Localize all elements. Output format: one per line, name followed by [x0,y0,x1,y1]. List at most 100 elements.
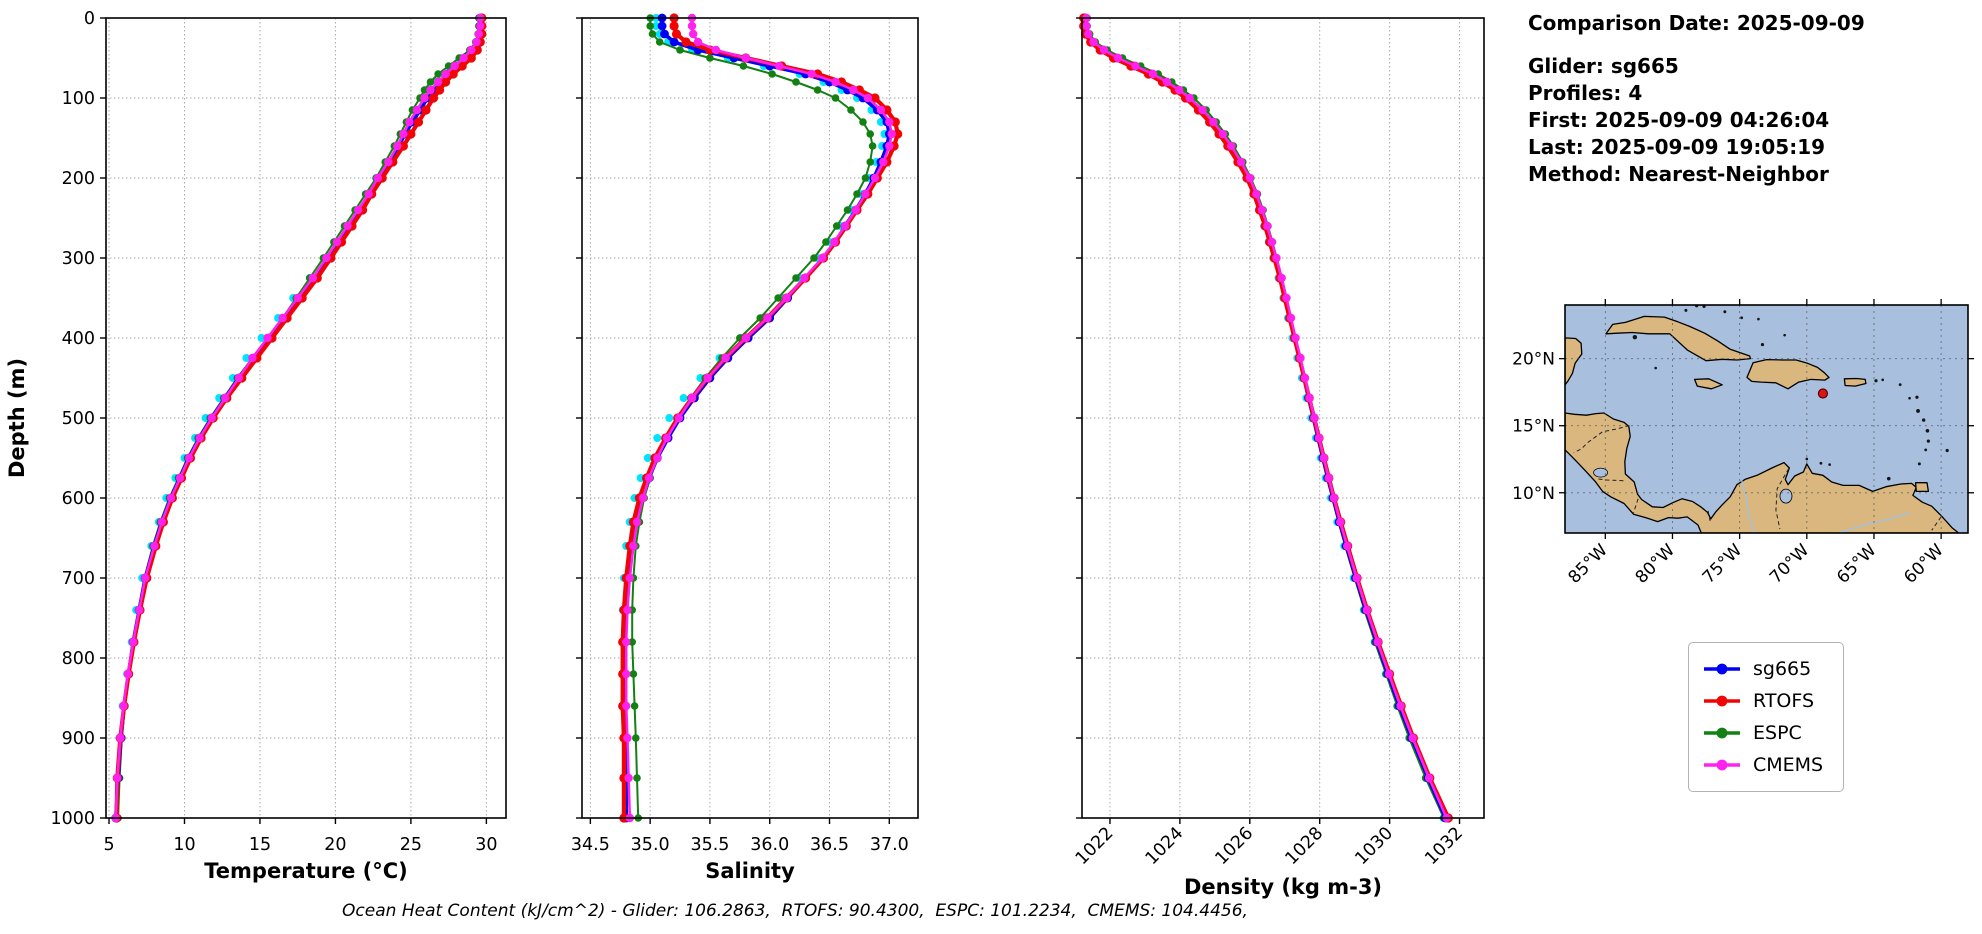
small-island [1908,396,1911,400]
lake [1779,488,1793,504]
small-island [1898,383,1902,387]
svg-text:30: 30 [475,835,497,855]
country-border [1931,516,1942,531]
svg-text:500: 500 [62,409,95,429]
legend-entry-sg665: sg665 [1701,653,1823,685]
land-polygon [1746,358,1830,390]
metadata-spacer [1528,37,1865,53]
legend-label: ESPC [1753,722,1802,744]
land-polygon [1565,337,1583,386]
small-island [1916,409,1920,413]
small-island [1760,342,1765,347]
land-polygon [1605,315,1752,362]
small-island [1926,439,1930,443]
country-border [1707,510,1711,521]
small-island [1917,462,1921,466]
svg-text:1024: 1024 [1142,823,1188,869]
map-layers [1565,305,1968,533]
small-island [1819,461,1823,465]
svg-text:15°N: 15°N [1512,417,1555,437]
glider-position-marker [1817,388,1829,399]
small-island [1921,418,1926,422]
svg-text:10: 10 [173,835,195,855]
svg-text:20°N: 20°N [1512,350,1555,370]
river [1838,511,1911,533]
svg-text:200: 200 [62,169,95,189]
svg-text:60°W: 60°W [1900,540,1947,587]
land-polygon [1914,482,1930,493]
svg-text:1028: 1028 [1282,823,1328,869]
svg-text:70°W: 70°W [1766,540,1813,587]
legend-label: sg665 [1753,658,1812,680]
svg-text:65°W: 65°W [1833,540,1880,587]
land-polygon [1843,377,1867,387]
panel-density: 1022 1024 1026 1028 1030 1032 Density (kg m-3) [1072,13,1485,899]
legend-entry-CMEMS: CMEMS [1701,749,1823,781]
svg-text:1022: 1022 [1072,823,1118,869]
legend: sg665 RTOFS ESPC CMEMS [1688,642,1845,792]
small-island [1723,310,1727,314]
river [1740,479,1756,533]
svg-text:Depth (m): Depth (m) [5,358,29,478]
series-CMEMS [111,13,485,823]
ohc-caption: Ocean Heat Content (kJ/cm^2) - Glider: 1… [342,901,1248,921]
interp-method: Method: Nearest-Neighbor [1528,162,1829,186]
svg-text:900: 900 [62,729,95,749]
svg-text:800: 800 [62,649,95,669]
legend-line-marker-icon [1704,695,1740,707]
legend-line-marker-icon [1704,663,1740,675]
svg-text:25: 25 [400,835,422,855]
map-frame [1564,304,1969,534]
svg-text:85°W: 85°W [1564,540,1611,587]
small-island [1783,333,1786,337]
small-island [1684,308,1688,312]
small-island [1632,334,1638,340]
legend-entry-ESPC: ESPC [1701,717,1823,749]
first-profile-time: First: 2025-09-09 04:26:04 [1528,108,1830,132]
svg-text:20: 20 [324,835,346,855]
svg-text:Density (kg m-3): Density (kg m-3) [1184,875,1382,899]
small-island [1924,448,1928,452]
country-border [1595,478,1624,482]
svg-text:75°W: 75°W [1699,540,1746,587]
svg-text:100: 100 [62,89,95,109]
legend-label: CMEMS [1753,754,1824,776]
svg-text:1030: 1030 [1352,823,1398,869]
series-CMEMS [622,13,896,823]
legend-line-marker-icon [1704,727,1740,739]
small-island [1654,366,1657,370]
land-polygon [1565,412,1960,533]
series-CMEMS [1082,13,1451,823]
country-border [1573,425,1630,454]
small-island [1915,395,1919,399]
svg-text:35.5: 35.5 [690,835,729,855]
series-RTOFS [618,13,903,823]
glider-name: Glider: sg665 [1528,54,1679,78]
small-island [1925,429,1930,433]
land-polygon [1693,378,1723,390]
legend-entry-RTOFS: RTOFS [1701,685,1823,717]
series-glider-obs [111,14,484,822]
small-island [1874,379,1878,383]
panel-salinity: 34.5 35.0 35.5 36.0 36.5 37.0 Salinity [571,13,919,883]
small-island [1757,317,1760,321]
svg-text:1032: 1032 [1421,823,1467,869]
svg-text:0: 0 [84,9,95,29]
svg-text:600: 600 [62,489,95,509]
map-inset: 85°W 80°W 75°W 70°W 65°W 60°W 20°N 15°N 10°N [1512,299,1974,588]
legend-line-marker-icon [1704,759,1740,771]
last-profile-time: Last: 2025-09-09 19:05:19 [1528,135,1826,159]
svg-text:5: 5 [103,835,114,855]
svg-text:300: 300 [62,249,95,269]
metadata-block: Comparison Date: 2025-09-09 Glider: sg66… [1528,10,1865,188]
small-island [1886,476,1891,481]
svg-text:36.5: 36.5 [810,835,849,855]
country-border [1633,498,1639,514]
svg-text:35.0: 35.0 [631,835,670,855]
lake [1593,467,1608,478]
svg-text:400: 400 [62,329,95,349]
panel-temperature: 5 10 15 20 25 3001002003004005006007008009001… [5,9,507,883]
small-island [1945,448,1949,453]
